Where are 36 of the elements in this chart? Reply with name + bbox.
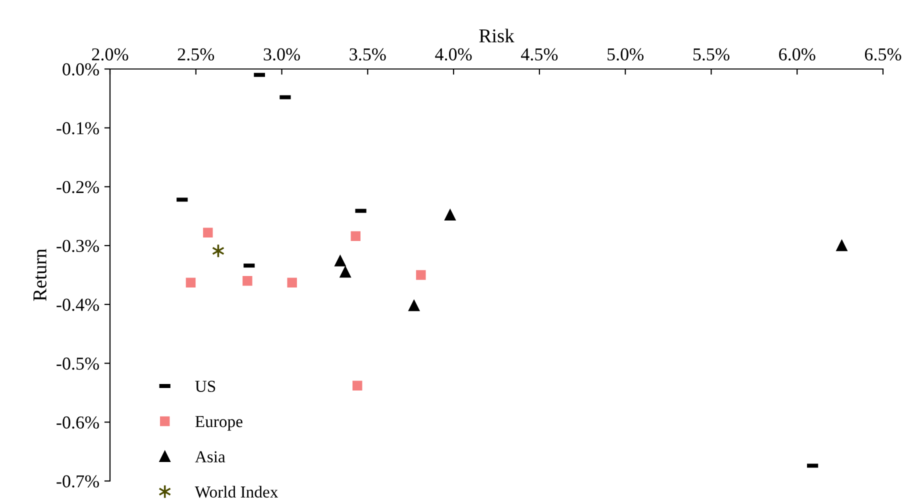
- y-tick-label: -0.6%: [56, 416, 99, 429]
- y-tick-label: -0.2%: [56, 180, 99, 194]
- x-tick-label: 6.5%: [864, 48, 902, 61]
- point: [287, 278, 297, 288]
- y-axis-title: Return: [34, 248, 46, 301]
- point: [408, 300, 420, 312]
- x-tick-label: 5.5%: [693, 48, 730, 61]
- x-tick-label: 2.5%: [178, 48, 214, 61]
- point: [334, 255, 346, 266]
- y-tick-label: 0.0%: [62, 63, 99, 76]
- y-tick-label: -0.1%: [56, 122, 99, 134]
- x-tick-label: 4.5%: [520, 48, 558, 61]
- point: [340, 266, 351, 278]
- point: [350, 231, 361, 242]
- legend-label: World Index: [194, 486, 278, 498]
- x-tick-label: 6.0%: [779, 48, 816, 61]
- point: [416, 270, 426, 280]
- point: [186, 278, 196, 288]
- point: [242, 276, 252, 286]
- y-tick-label: -0.5%: [56, 358, 99, 370]
- legend-label: US: [195, 380, 216, 392]
- point: [352, 380, 362, 391]
- x-tick-label: 3.5%: [350, 48, 386, 61]
- x-axis-title: Risk: [479, 28, 514, 42]
- point: [444, 209, 456, 221]
- point: [836, 240, 848, 252]
- point: [203, 228, 213, 238]
- x-tick-label: 5.0%: [608, 48, 644, 61]
- y-tick-label: -0.4%: [56, 298, 99, 311]
- legend-label: Asia: [195, 451, 226, 462]
- x-tick-label: 3.0%: [264, 48, 300, 61]
- x-tick-label: 4.0%: [435, 48, 472, 61]
- legend-label: Europe: [195, 416, 242, 431]
- x-tick-label: 2.0%: [92, 48, 128, 61]
- y-tick-label: -0.3%: [56, 240, 99, 252]
- y-tick-label: -0.7%: [56, 475, 99, 488]
